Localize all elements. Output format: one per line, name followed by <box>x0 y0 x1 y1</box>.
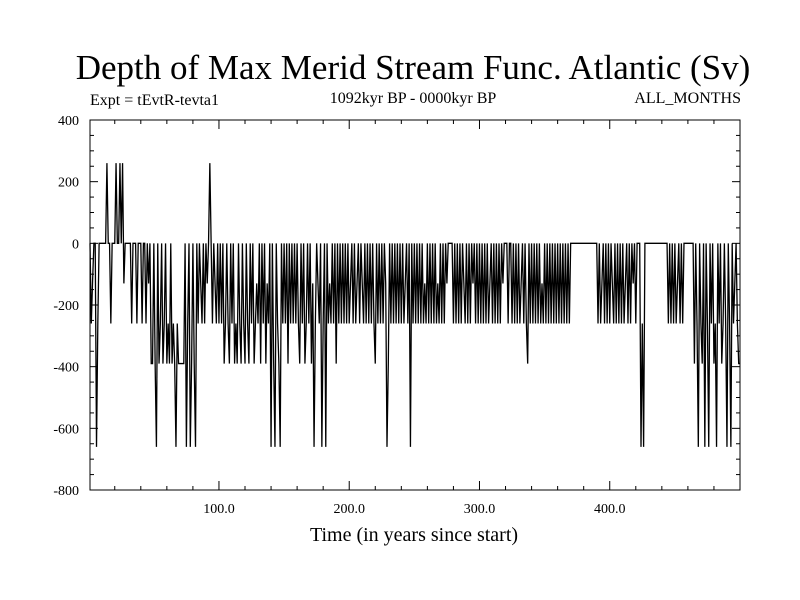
y-tick-label: 200 <box>58 176 79 191</box>
x-tick-label: 400.0 <box>594 502 626 517</box>
series-line <box>89 163 740 447</box>
experiment-label: Expt = tEvtR-tevta1 <box>90 92 219 109</box>
y-tick-label: -800 <box>53 484 79 499</box>
y-tick-label: -600 <box>53 422 79 437</box>
y-tick-label: -200 <box>53 299 79 314</box>
x-tick-label: 300.0 <box>464 502 496 517</box>
chart-title: Depth of Max Merid Stream Func. Atlantic… <box>76 48 751 87</box>
y-tick-label: 400 <box>58 114 79 129</box>
x-axis: 100.0 200.0 300.0 400.0 <box>114 120 715 517</box>
y-tick-label: -400 <box>53 361 79 376</box>
x-tick-label: 100.0 <box>203 502 235 517</box>
months-label: ALL_MONTHS <box>634 90 741 107</box>
y-tick-label: 0 <box>72 237 79 252</box>
x-axis-label: Time (in years since start) <box>310 524 518 546</box>
x-tick-label: 200.0 <box>333 502 365 517</box>
time-range-label: 1092kyr BP - 0000kyr BP <box>330 90 497 107</box>
